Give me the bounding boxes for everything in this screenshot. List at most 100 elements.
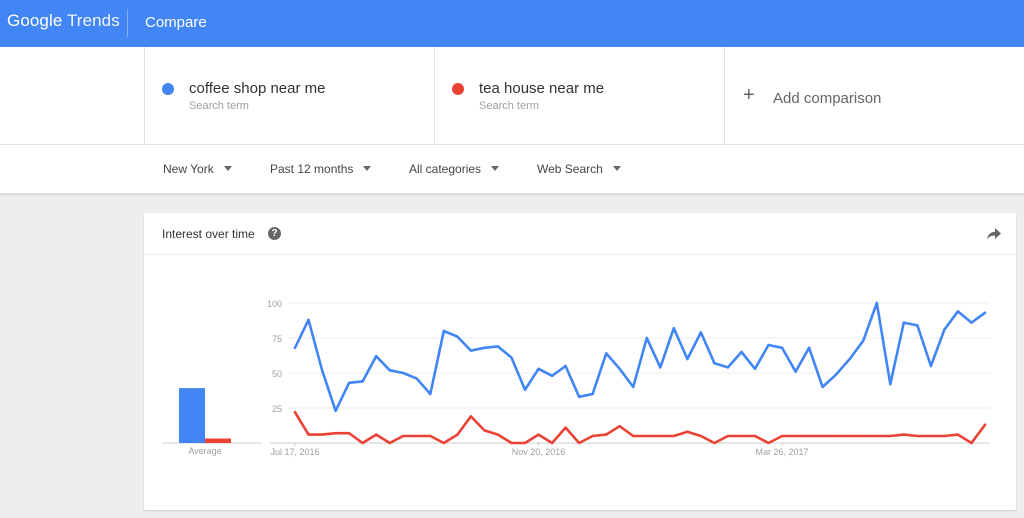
data-point[interactable] xyxy=(767,441,770,445)
data-point[interactable] xyxy=(794,370,797,373)
data-point[interactable] xyxy=(550,441,554,445)
data-point[interactable] xyxy=(889,434,892,438)
data-point[interactable] xyxy=(821,385,824,389)
data-point[interactable] xyxy=(916,324,919,327)
data-point[interactable] xyxy=(320,433,324,436)
data-point[interactable] xyxy=(510,441,513,445)
data-point[interactable] xyxy=(753,367,757,370)
data-point[interactable] xyxy=(469,415,473,418)
data-point[interactable] xyxy=(659,366,662,369)
data-point[interactable] xyxy=(726,366,730,369)
data-point[interactable] xyxy=(604,433,608,436)
data-point[interactable] xyxy=(374,433,378,436)
data-point[interactable] xyxy=(956,433,960,436)
data-point[interactable] xyxy=(618,425,621,428)
data-point[interactable] xyxy=(537,367,540,370)
data-point[interactable] xyxy=(929,434,933,438)
data-point[interactable] xyxy=(794,434,797,438)
data-point[interactable] xyxy=(956,310,960,313)
data-point[interactable] xyxy=(699,434,703,438)
data-point[interactable] xyxy=(402,434,405,438)
data-point[interactable] xyxy=(293,411,297,414)
data-point[interactable] xyxy=(645,434,648,438)
data-point[interactable] xyxy=(388,369,391,372)
data-point[interactable] xyxy=(862,434,865,438)
data-point[interactable] xyxy=(429,434,432,438)
data-point[interactable] xyxy=(943,434,946,438)
data-point[interactable] xyxy=(442,329,446,333)
average-bar-2[interactable] xyxy=(205,438,231,444)
data-point[interactable] xyxy=(807,346,811,349)
data-point[interactable] xyxy=(564,426,567,429)
data-point[interactable] xyxy=(740,434,743,438)
data-point[interactable] xyxy=(442,441,446,445)
data-point[interactable] xyxy=(902,433,906,436)
data-point[interactable] xyxy=(821,434,824,438)
data-point[interactable] xyxy=(591,392,594,396)
data-point[interactable] xyxy=(672,327,676,330)
data-point[interactable] xyxy=(577,395,581,398)
add-comparison-button[interactable]: + Add comparison xyxy=(724,47,1024,144)
share-icon[interactable] xyxy=(986,227,1002,241)
data-point[interactable] xyxy=(483,346,486,349)
data-point[interactable] xyxy=(347,381,351,384)
data-point[interactable] xyxy=(970,321,973,324)
data-point[interactable] xyxy=(740,350,743,354)
search-term-card-1[interactable]: coffee shop near me Search term xyxy=(144,47,434,144)
data-point[interactable] xyxy=(834,373,838,376)
data-point[interactable] xyxy=(523,441,527,445)
data-point[interactable] xyxy=(970,441,973,445)
data-point[interactable] xyxy=(523,388,527,391)
data-point[interactable] xyxy=(686,357,689,361)
average-bar-1[interactable] xyxy=(179,388,205,443)
data-point[interactable] xyxy=(537,433,540,436)
data-point[interactable] xyxy=(293,346,297,349)
data-point[interactable] xyxy=(659,434,662,438)
google-trends-logo[interactable]: Google Trends xyxy=(7,11,120,31)
data-point[interactable] xyxy=(591,434,594,438)
data-point[interactable] xyxy=(456,335,459,338)
data-point[interactable] xyxy=(929,364,933,368)
data-point[interactable] xyxy=(577,441,581,445)
data-point[interactable] xyxy=(510,356,513,359)
data-point[interactable] xyxy=(496,433,500,436)
series-line-1[interactable] xyxy=(293,301,987,413)
data-point[interactable] xyxy=(388,441,391,445)
data-point[interactable] xyxy=(334,432,337,435)
data-point[interactable] xyxy=(496,345,500,348)
data-point[interactable] xyxy=(632,434,635,438)
help-icon[interactable]: ? xyxy=(268,227,281,240)
data-point[interactable] xyxy=(415,434,418,438)
data-point[interactable] xyxy=(686,430,689,433)
data-point[interactable] xyxy=(456,433,459,436)
data-point[interactable] xyxy=(983,311,987,314)
filter-time-dropdown[interactable]: Past 12 months xyxy=(270,162,372,176)
data-point[interactable] xyxy=(429,392,432,396)
data-point[interactable] xyxy=(834,434,838,438)
data-point[interactable] xyxy=(848,357,851,361)
data-point[interactable] xyxy=(320,369,324,372)
data-point[interactable] xyxy=(767,343,770,347)
data-point[interactable] xyxy=(889,383,892,386)
data-point[interactable] xyxy=(632,385,635,389)
data-point[interactable] xyxy=(550,374,554,377)
data-point[interactable] xyxy=(916,434,919,438)
filter-category-dropdown[interactable]: All categories xyxy=(409,162,500,176)
data-point[interactable] xyxy=(415,377,418,380)
data-point[interactable] xyxy=(361,380,364,383)
search-term-card-2[interactable]: tea house near me Search term xyxy=(434,47,724,144)
series-line-2[interactable] xyxy=(293,410,987,445)
data-point[interactable] xyxy=(604,352,608,355)
data-point[interactable] xyxy=(875,434,878,438)
data-point[interactable] xyxy=(645,336,648,340)
data-point[interactable] xyxy=(564,364,567,368)
data-point[interactable] xyxy=(902,321,906,324)
data-point[interactable] xyxy=(807,434,811,438)
search-term-name[interactable]: tea house near me xyxy=(479,80,605,97)
data-point[interactable] xyxy=(753,434,757,438)
data-point[interactable] xyxy=(983,423,987,426)
data-point[interactable] xyxy=(943,328,946,331)
data-point[interactable] xyxy=(780,346,784,349)
data-point[interactable] xyxy=(307,318,310,321)
data-point[interactable] xyxy=(307,433,310,436)
